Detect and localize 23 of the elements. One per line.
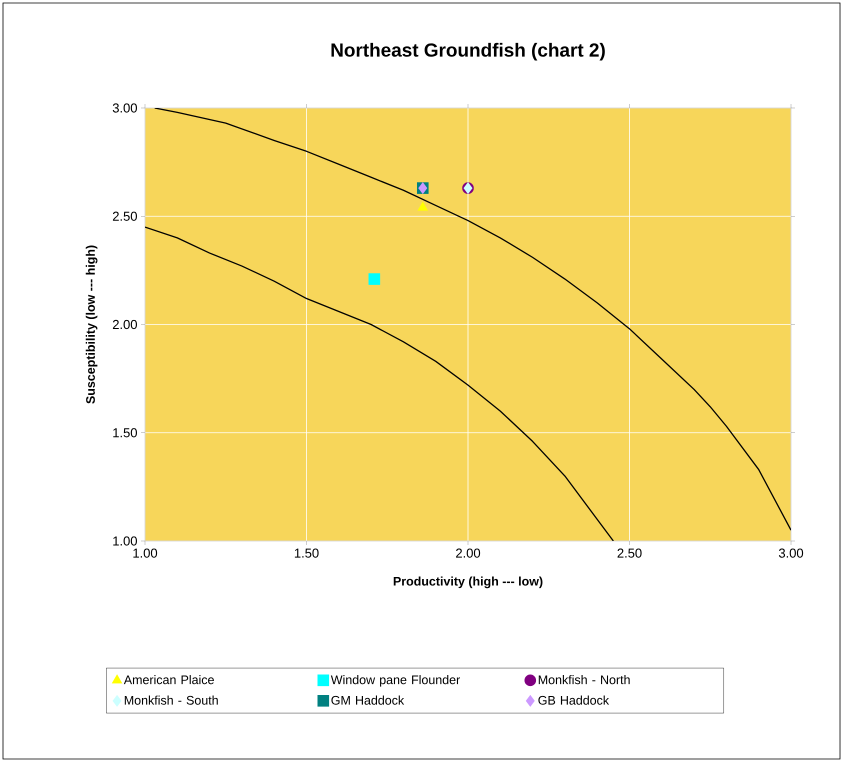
legend-label: Monkfish - North xyxy=(538,675,630,684)
x-tick-label: 1.00 xyxy=(133,548,158,558)
point xyxy=(418,202,428,211)
y-axis-title: Susceptibility (low --- high) xyxy=(86,246,98,404)
legend-label: Window pane Flounder xyxy=(330,675,460,687)
x-tick-label: 1.50 xyxy=(294,548,319,558)
line-series xyxy=(154,108,792,531)
legend-label: GM Haddock xyxy=(331,696,404,705)
legend-label: Monkfish - South xyxy=(124,696,218,705)
legend-label: GB Haddock xyxy=(538,696,610,705)
x-tick-label: 2.50 xyxy=(618,548,642,558)
legend-label: American Plaice xyxy=(124,675,214,684)
y-tick-label: 2.00 xyxy=(112,320,137,330)
point xyxy=(368,273,380,285)
y-tick-label: 1.00 xyxy=(113,536,137,546)
x-tick-label: 2.00 xyxy=(456,548,480,558)
y-tick-label: 2.50 xyxy=(112,212,137,221)
x-axis-title: Productivity (high --- low) xyxy=(394,576,542,588)
y-tick-label: 3.00 xyxy=(112,103,137,113)
line-series xyxy=(145,226,614,541)
y-tick-label: 1.50 xyxy=(113,428,137,438)
x-tick-label: 3.00 xyxy=(778,548,804,558)
chart-title: Northeast Groundfish (chart 2) xyxy=(332,42,605,60)
